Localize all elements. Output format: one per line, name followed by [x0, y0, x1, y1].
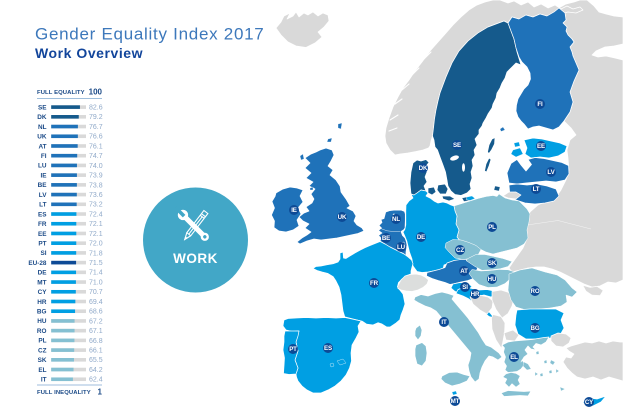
svg-text:66.1: 66.1 [89, 348, 103, 355]
svg-text:BG: BG [531, 325, 540, 332]
svg-text:UK: UK [37, 134, 47, 141]
svg-text:DE: DE [417, 234, 425, 241]
svg-text:CZ: CZ [38, 347, 47, 354]
svg-text:FR: FR [38, 221, 47, 228]
svg-text:73.2: 73.2 [89, 202, 103, 209]
svg-text:71.4: 71.4 [89, 270, 103, 277]
svg-text:74.0: 74.0 [89, 163, 103, 170]
svg-text:LV: LV [39, 192, 47, 199]
svg-text:HU: HU [488, 276, 497, 283]
svg-text:70.7: 70.7 [89, 289, 103, 296]
svg-text:DE: DE [38, 270, 48, 277]
svg-text:FULL INEQUALITY: FULL INEQUALITY [37, 390, 91, 396]
svg-text:72.4: 72.4 [89, 211, 103, 218]
svg-text:FR: FR [370, 280, 379, 287]
svg-text:71.5: 71.5 [89, 260, 103, 267]
svg-text:IT: IT [441, 319, 447, 326]
svg-text:EL: EL [38, 367, 46, 374]
svg-text:LU: LU [397, 244, 406, 251]
svg-text:1: 1 [98, 388, 103, 397]
svg-text:82.6: 82.6 [89, 105, 103, 112]
svg-text:AT: AT [460, 268, 468, 275]
svg-text:HU: HU [37, 318, 47, 325]
svg-text:71.8: 71.8 [89, 250, 103, 257]
svg-text:CY: CY [585, 399, 594, 406]
svg-text:LT: LT [533, 186, 540, 193]
svg-text:68.6: 68.6 [89, 309, 103, 316]
svg-text:SE: SE [453, 142, 461, 149]
svg-text:PT: PT [38, 241, 46, 248]
svg-text:SI: SI [462, 284, 468, 291]
svg-text:ES: ES [38, 211, 47, 218]
svg-text:76.7: 76.7 [89, 124, 103, 131]
svg-text:71.0: 71.0 [89, 280, 103, 287]
svg-text:NL: NL [38, 124, 47, 131]
svg-text:72.1: 72.1 [89, 231, 103, 238]
svg-text:ES: ES [324, 345, 332, 352]
svg-text:67.1: 67.1 [89, 328, 103, 335]
svg-text:Gender Equality Index 2017: Gender Equality Index 2017 [35, 25, 264, 44]
svg-text:72.0: 72.0 [89, 241, 103, 248]
svg-text:LV: LV [547, 169, 555, 176]
svg-text:NL: NL [392, 216, 400, 223]
svg-text:FI: FI [537, 101, 543, 108]
svg-text:CZ: CZ [456, 247, 464, 254]
svg-text:EU-28: EU-28 [28, 260, 47, 267]
svg-text:LT: LT [39, 202, 46, 209]
svg-text:EE: EE [537, 143, 545, 150]
svg-text:IE: IE [40, 172, 47, 179]
svg-text:LU: LU [38, 163, 47, 170]
svg-text:SE: SE [38, 104, 47, 111]
svg-text:UK: UK [338, 214, 347, 221]
svg-text:AT: AT [38, 143, 46, 150]
svg-text:RO: RO [37, 328, 47, 335]
svg-text:MT: MT [37, 279, 46, 286]
svg-text:Work Overview: Work Overview [35, 45, 143, 61]
svg-text:DK: DK [37, 114, 47, 121]
svg-text:HR: HR [37, 299, 47, 306]
svg-text:SK: SK [488, 260, 497, 267]
svg-text:MT: MT [451, 398, 460, 405]
svg-text:76.6: 76.6 [89, 134, 103, 141]
svg-text:PL: PL [488, 224, 496, 231]
svg-text:WORK: WORK [173, 251, 218, 266]
svg-text:BE: BE [382, 235, 390, 242]
svg-text:76.1: 76.1 [89, 143, 103, 150]
svg-text:SK: SK [38, 357, 47, 364]
svg-text:BE: BE [38, 182, 48, 189]
svg-text:HR: HR [471, 291, 480, 298]
svg-text:BG: BG [37, 309, 47, 316]
svg-text:66.8: 66.8 [89, 338, 103, 345]
svg-text:73.8: 73.8 [89, 182, 103, 189]
svg-text:IT: IT [41, 377, 47, 384]
svg-text:EL: EL [510, 354, 518, 361]
svg-text:IE: IE [291, 207, 297, 214]
svg-text:FI: FI [41, 153, 47, 160]
svg-text:CY: CY [38, 289, 48, 296]
svg-text:62.4: 62.4 [89, 377, 103, 384]
svg-text:SI: SI [40, 250, 46, 257]
svg-text:67.2: 67.2 [89, 318, 103, 325]
svg-text:EE: EE [38, 231, 47, 238]
svg-text:65.5: 65.5 [89, 357, 103, 364]
svg-text:72.1: 72.1 [89, 221, 103, 228]
svg-text:74.7: 74.7 [89, 153, 103, 160]
svg-text:64.2: 64.2 [89, 367, 103, 374]
svg-text:RO: RO [531, 288, 540, 295]
svg-text:79.2: 79.2 [89, 114, 103, 121]
svg-text:100: 100 [89, 88, 103, 97]
svg-text:FULL EQUALITY: FULL EQUALITY [37, 90, 85, 96]
svg-text:PT: PT [289, 346, 297, 353]
svg-text:73.9: 73.9 [89, 173, 103, 180]
svg-text:DK: DK [419, 165, 428, 172]
svg-text:PL: PL [38, 338, 46, 345]
svg-text:69.4: 69.4 [89, 299, 103, 306]
svg-text:73.6: 73.6 [89, 192, 103, 199]
